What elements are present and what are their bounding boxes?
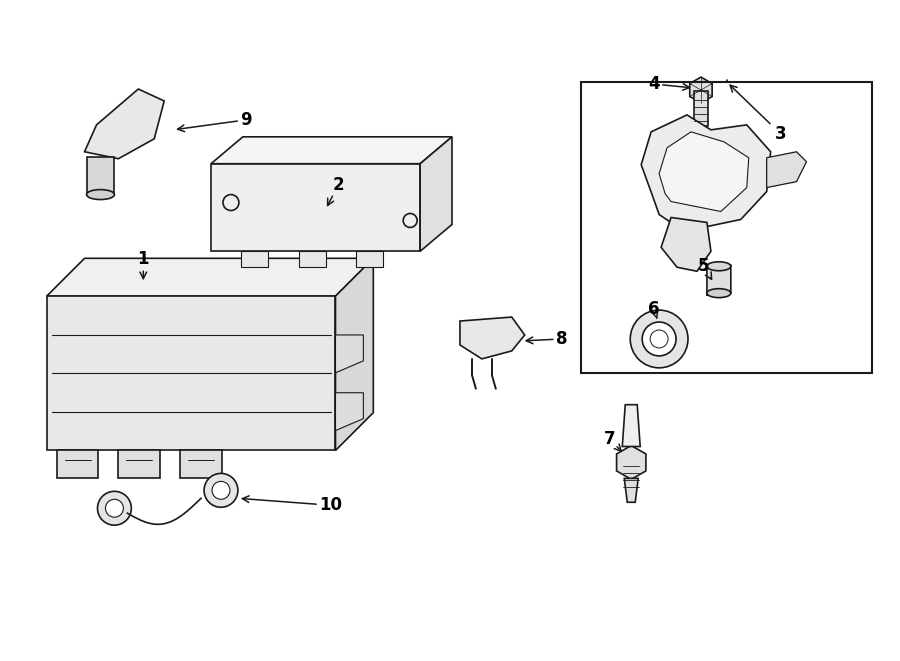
Circle shape [204, 473, 238, 507]
Polygon shape [119, 451, 160, 479]
Text: 4: 4 [648, 75, 689, 93]
Text: 6: 6 [648, 300, 660, 318]
Circle shape [212, 481, 230, 499]
Polygon shape [299, 251, 326, 267]
Polygon shape [616, 446, 646, 479]
Ellipse shape [706, 262, 731, 271]
Circle shape [97, 491, 131, 525]
Polygon shape [356, 251, 383, 267]
Polygon shape [767, 152, 806, 188]
Polygon shape [659, 132, 749, 212]
Text: 9: 9 [177, 111, 252, 132]
Text: 3: 3 [730, 85, 787, 143]
Polygon shape [85, 89, 164, 159]
Polygon shape [336, 258, 374, 451]
Polygon shape [47, 296, 336, 451]
Text: 1: 1 [138, 251, 149, 279]
Polygon shape [211, 137, 452, 164]
Polygon shape [460, 317, 525, 359]
Text: 10: 10 [242, 496, 342, 514]
Polygon shape [625, 479, 638, 502]
Polygon shape [57, 451, 98, 479]
Polygon shape [241, 251, 268, 267]
Polygon shape [662, 217, 711, 271]
Polygon shape [694, 91, 708, 126]
Ellipse shape [86, 190, 114, 200]
Polygon shape [641, 115, 770, 231]
Polygon shape [336, 393, 364, 430]
Polygon shape [420, 137, 452, 251]
Circle shape [643, 322, 676, 356]
Ellipse shape [706, 289, 731, 297]
Circle shape [105, 499, 123, 517]
Polygon shape [86, 157, 114, 194]
Text: 8: 8 [526, 330, 567, 348]
Text: 5: 5 [698, 257, 712, 280]
Polygon shape [211, 164, 420, 251]
Polygon shape [622, 405, 640, 447]
Polygon shape [706, 265, 731, 295]
Polygon shape [336, 335, 364, 373]
Circle shape [630, 310, 688, 368]
Polygon shape [689, 77, 712, 103]
Text: 7: 7 [604, 430, 621, 451]
Text: 2: 2 [328, 176, 345, 206]
Bar [581, 82, 872, 373]
Polygon shape [47, 258, 374, 296]
Polygon shape [180, 451, 222, 479]
